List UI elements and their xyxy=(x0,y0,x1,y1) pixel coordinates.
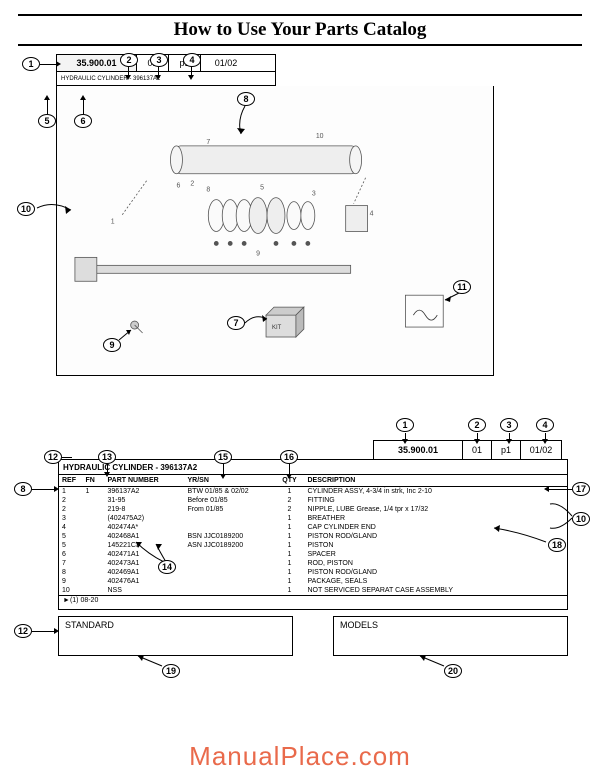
callout-b1: 1 xyxy=(396,418,414,432)
top-subtitle: HYDRAULIC CYLINDER - 396137A2 xyxy=(56,72,276,86)
bottom-info-boxes: STANDARD MODELS xyxy=(58,616,568,656)
callout-13: 13 xyxy=(98,450,116,464)
table-row: 9402476A11PACKAGE, SEALS xyxy=(59,577,568,586)
callout-7: 7 xyxy=(227,316,245,330)
callout-8: 8 xyxy=(237,92,255,106)
callout-14: 14 xyxy=(158,560,176,574)
svg-text:KIT: KIT xyxy=(272,325,282,331)
svg-text:1: 1 xyxy=(111,219,115,226)
table-row: 231-95Before 01/852FITTING xyxy=(59,496,568,505)
callout-9: 9 xyxy=(103,338,121,352)
svg-text:7: 7 xyxy=(206,139,210,146)
col-pn: PART NUMBER xyxy=(105,475,185,487)
models-box: MODELS xyxy=(333,616,568,656)
callout-19: 19 xyxy=(162,664,180,678)
svg-text:3: 3 xyxy=(312,191,316,198)
watermark: ManualPlace.com xyxy=(0,741,600,772)
callout-3: 3 xyxy=(150,53,168,67)
svg-text:6: 6 xyxy=(176,183,180,190)
callout-b10: 10 xyxy=(572,512,590,526)
callout-10: 10 xyxy=(17,202,35,216)
bottom-table-section: 1 2 3 4 35.900.01 01 p1 01/02 12 13 15 1… xyxy=(58,440,568,656)
callout-18: 18 xyxy=(548,538,566,552)
table-row: 8402469A11PISTON ROD/GLAND xyxy=(59,568,568,577)
table-row: 10NSS1NOT SERVICED SEPARAT CASE ASSEMBLY xyxy=(59,586,568,596)
col-yrsn: YR/SN xyxy=(185,475,275,487)
btab-code: 35.900.01 xyxy=(373,440,463,460)
standard-box: STANDARD xyxy=(58,616,293,656)
col-ref: REF xyxy=(59,475,83,487)
table-title: HYDRAULIC CYLINDER - 396137A2 xyxy=(58,459,568,475)
callout-b3: 3 xyxy=(500,418,518,432)
tab-c4: 01/02 xyxy=(201,55,251,71)
col-fn: FN xyxy=(83,475,105,487)
svg-text:5: 5 xyxy=(260,185,264,192)
callout-15: 15 xyxy=(214,450,232,464)
svg-text:9: 9 xyxy=(256,250,260,257)
svg-text:4: 4 xyxy=(370,211,374,218)
callout-2: 2 xyxy=(120,53,138,67)
col-desc: DESCRIPTION xyxy=(305,475,568,487)
svg-text:8: 8 xyxy=(206,187,210,194)
table-foot: ►(1) 08-20 xyxy=(58,596,568,610)
callout-b8: 8 xyxy=(14,482,32,496)
callout-20: 20 xyxy=(444,664,462,678)
svg-text:2: 2 xyxy=(190,181,194,188)
callout-5: 5 xyxy=(38,114,56,128)
callout-b4: 4 xyxy=(536,418,554,432)
table-header-row: REF FN PART NUMBER YR/SN QTY DESCRIPTION xyxy=(59,475,568,487)
callout-1: 1 xyxy=(22,57,40,71)
top-diagram-section: 35.900.01 01 p1 01/02 HYDRAULIC CYLINDER… xyxy=(40,54,480,376)
callout-17: 17 xyxy=(572,482,590,496)
page: How to Use Your Parts Catalog 1 2 3 4 35… xyxy=(0,0,600,778)
callout-4: 4 xyxy=(183,53,201,67)
diagram-box: 10 8 5 3 xyxy=(56,86,494,376)
page-title: How to Use Your Parts Catalog xyxy=(18,14,582,46)
callout-6: 6 xyxy=(74,114,92,128)
callout-b2: 2 xyxy=(468,418,486,432)
callout-12a: 12 xyxy=(44,450,62,464)
callout-16: 16 xyxy=(280,450,298,464)
svg-text:10: 10 xyxy=(316,133,324,140)
callout-12b: 12 xyxy=(14,624,32,638)
bottom-tab-row: 35.900.01 01 p1 01/02 xyxy=(58,440,562,460)
table-row: 11396137A2BTW 01/85 & 02/021CYLINDER ASS… xyxy=(59,487,568,497)
callout-11: 11 xyxy=(453,280,471,294)
btab-c4: 01/02 xyxy=(520,440,562,460)
table-row: 2219-8From 01/852NIPPLE, LUBE Grease, 1/… xyxy=(59,505,568,514)
